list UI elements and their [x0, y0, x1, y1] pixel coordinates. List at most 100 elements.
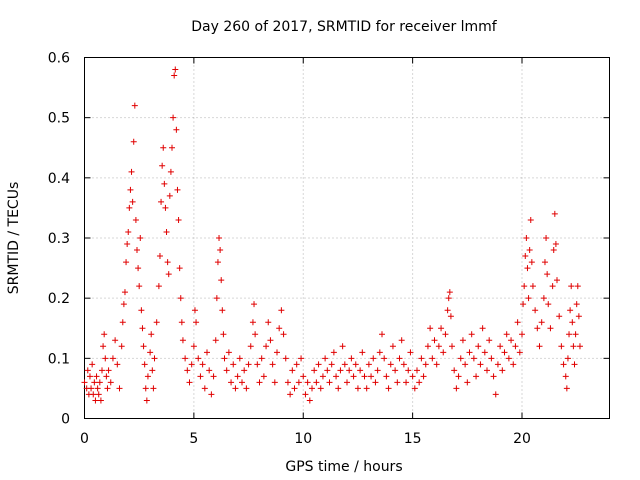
data-point	[521, 283, 528, 290]
data-point	[129, 198, 136, 205]
data-point	[291, 385, 298, 392]
data-point	[499, 367, 506, 374]
data-point	[573, 301, 580, 308]
data-point	[247, 343, 254, 350]
data-point	[182, 355, 189, 362]
data-point	[287, 391, 294, 398]
data-point	[158, 198, 165, 205]
data-point	[339, 343, 346, 350]
data-point	[536, 343, 543, 350]
data-point	[217, 247, 224, 254]
data-point	[470, 355, 477, 362]
x-axis-label: GPS time / hours	[285, 459, 402, 475]
data-point	[361, 373, 368, 380]
data-point	[104, 385, 111, 392]
data-point	[503, 331, 510, 338]
data-point	[119, 319, 126, 326]
data-point	[92, 397, 99, 404]
data-point	[156, 253, 163, 260]
data-point	[400, 361, 407, 368]
data-point	[123, 259, 130, 266]
data-point	[440, 349, 447, 356]
data-point	[545, 301, 552, 308]
data-point	[263, 343, 270, 350]
data-point	[131, 102, 138, 109]
data-point	[210, 373, 217, 380]
data-point	[249, 319, 256, 326]
data-point	[221, 355, 228, 362]
data-point	[284, 379, 291, 386]
data-point	[186, 379, 193, 386]
data-point	[206, 367, 213, 374]
data-point	[193, 319, 200, 326]
data-point	[293, 361, 300, 368]
data-point	[473, 373, 480, 380]
data-point	[396, 355, 403, 362]
data-point	[564, 355, 571, 362]
data-point	[278, 307, 285, 314]
data-point	[523, 235, 530, 241]
data-point	[95, 391, 102, 398]
data-point	[184, 367, 191, 374]
data-point	[571, 361, 578, 368]
y-tick-label: 0.2	[48, 291, 70, 307]
data-point	[554, 277, 560, 284]
data-point	[512, 343, 519, 350]
y-tick-label: 0	[61, 412, 70, 428]
data-point	[379, 331, 385, 338]
data-point	[414, 367, 420, 374]
data-point	[165, 271, 172, 278]
data-point	[567, 307, 574, 314]
data-point	[243, 385, 250, 392]
data-point	[344, 379, 350, 386]
data-point	[444, 307, 451, 314]
data-point	[317, 385, 324, 392]
data-point	[197, 373, 204, 380]
data-point	[560, 361, 567, 368]
data-point	[141, 361, 148, 368]
data-point	[107, 379, 114, 386]
data-point	[383, 373, 390, 380]
data-point	[405, 367, 412, 374]
data-point	[276, 325, 283, 332]
data-point	[475, 343, 482, 350]
data-point	[464, 379, 471, 386]
data-point	[526, 247, 533, 254]
data-point	[385, 385, 392, 392]
data-point	[429, 355, 436, 362]
data-point	[144, 373, 151, 380]
data-point	[568, 283, 575, 290]
data-point	[254, 361, 261, 368]
data-point	[118, 343, 125, 350]
data-point	[213, 295, 220, 302]
data-point	[298, 355, 305, 362]
y-tick-label: 0.6	[48, 51, 70, 67]
y-tick-label: 0.5	[48, 111, 70, 127]
data-point	[477, 361, 484, 368]
data-point	[112, 337, 119, 344]
data-point	[236, 355, 243, 362]
data-point	[81, 379, 88, 386]
data-point	[170, 114, 177, 121]
data-point	[519, 331, 525, 338]
data-point	[96, 379, 103, 386]
data-point	[252, 331, 259, 338]
data-point	[216, 235, 223, 241]
data-point	[124, 241, 131, 248]
data-point	[153, 319, 160, 326]
data-point	[161, 180, 168, 187]
data-point	[319, 373, 326, 380]
data-point	[569, 319, 576, 326]
data-point	[455, 373, 462, 380]
data-point	[374, 367, 381, 374]
data-point	[368, 373, 375, 380]
data-point	[528, 259, 535, 266]
data-point	[167, 168, 174, 175]
data-point	[101, 331, 108, 338]
data-point	[576, 343, 583, 350]
data-point	[172, 66, 179, 73]
data-point	[525, 295, 532, 302]
data-point	[486, 337, 493, 344]
data-point	[178, 319, 185, 326]
